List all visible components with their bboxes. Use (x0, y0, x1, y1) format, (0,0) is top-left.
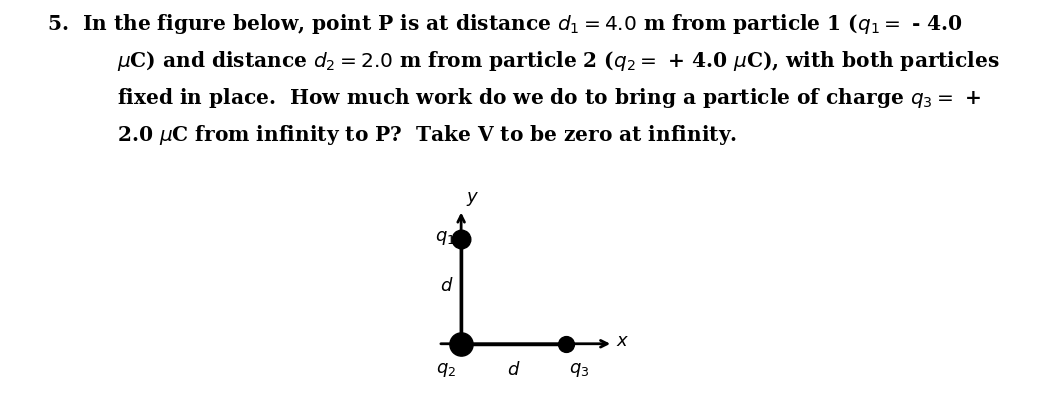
Text: fixed in place.  How much work do we do to bring a particle of charge $q_3 = $ +: fixed in place. How much work do we do t… (89, 86, 981, 110)
Text: $q_2$: $q_2$ (436, 361, 456, 378)
Text: $x$: $x$ (616, 332, 630, 350)
Text: $q_3$: $q_3$ (569, 361, 589, 378)
Text: $y$: $y$ (466, 189, 480, 208)
Text: $\mu$C) and distance $d_2 = 2.0$ m from particle 2 ($q_2 = $ + 4.0 $\mu$C), with: $\mu$C) and distance $d_2 = 2.0$ m from … (89, 49, 1000, 73)
Text: $d$: $d$ (440, 277, 454, 295)
Point (558, 341, 574, 347)
Text: 5.  In the figure below, point P is at distance $d_1 = 4.0$ m from particle 1 ($: 5. In the figure below, point P is at di… (47, 12, 963, 36)
Point (453, 236, 470, 242)
Text: $q_1$: $q_1$ (435, 229, 455, 247)
Text: 2.0 $\mu$C from infinity to P?  Take V to be zero at infinity.: 2.0 $\mu$C from infinity to P? Take V to… (89, 123, 738, 147)
Text: $d$: $d$ (507, 361, 520, 378)
Point (453, 341, 470, 347)
